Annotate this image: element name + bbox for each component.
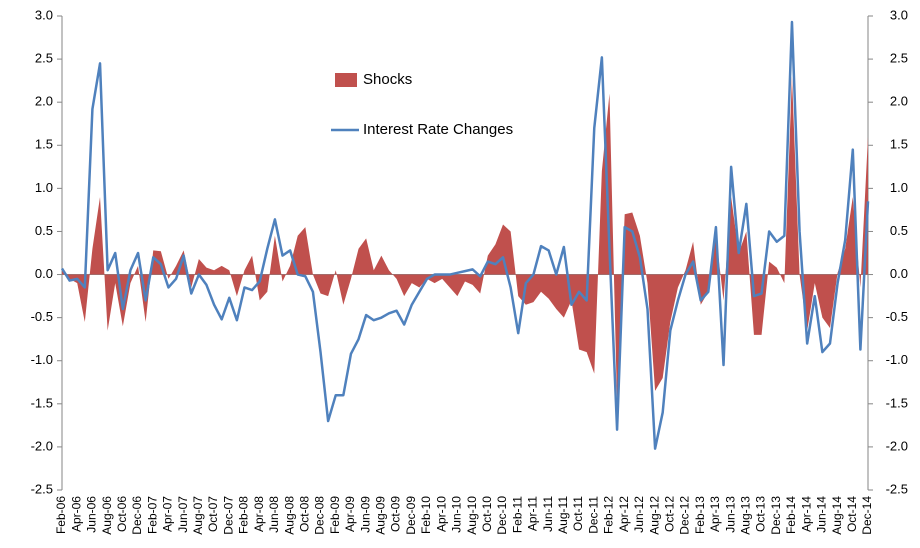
x-tick-label: Feb-10	[419, 496, 433, 534]
x-tick-label: Jun-13	[723, 496, 737, 533]
x-tick-label: Jun-07	[176, 496, 190, 533]
x-tick-label: Jun-14	[815, 496, 829, 533]
x-tick-label: Dec-11	[586, 496, 600, 534]
x-tick-label: Feb-07	[145, 496, 159, 534]
x-tick-label: Dec-14	[860, 496, 874, 535]
y2-tick-label: -1.0	[886, 352, 908, 367]
x-tick-label: Aug-11	[556, 496, 570, 534]
x-tick-label: Oct-06	[115, 496, 129, 532]
x-tick-label: Dec-08	[313, 496, 327, 535]
x-tick-label: Jun-11	[541, 496, 555, 532]
legend-label: Shocks	[363, 71, 412, 88]
x-tick-label: Aug-12	[647, 496, 661, 535]
x-tick-label: Feb-11	[510, 496, 524, 533]
x-tick-label: Dec-07	[221, 496, 235, 535]
x-tick-label: Jun-12	[632, 496, 646, 533]
x-tick-label: Aug-14	[830, 496, 844, 535]
y2-tick-label: 3.0	[890, 7, 908, 22]
y-tick-label: -2.5	[31, 481, 53, 496]
y2-tick-label: 2.0	[890, 94, 908, 109]
y-tick-label: 0.5	[35, 223, 53, 238]
x-tick-label: Oct-10	[480, 496, 494, 532]
x-tick-label: Apr-06	[69, 496, 83, 532]
x-tick-label: Apr-12	[617, 496, 631, 532]
x-tick-label: Apr-07	[161, 496, 175, 532]
x-tick-label: Feb-14	[784, 496, 798, 534]
x-tick-label: Apr-10	[434, 496, 448, 532]
rate-line	[60, 20, 870, 450]
x-tick-label: Aug-06	[100, 496, 114, 535]
x-tick-label: Aug-08	[282, 496, 296, 535]
y-tick-label: 2.0	[35, 94, 53, 109]
x-tick-label: Aug-13	[739, 496, 753, 535]
x-tick-label: Jun-08	[267, 496, 281, 533]
x-tick-label: Dec-13	[769, 496, 783, 535]
y-tick-label: 0.0	[35, 266, 53, 281]
y2-tick-label: -2.0	[886, 438, 908, 453]
y2-tick-label: 0.5	[890, 223, 908, 238]
x-tick-label: Oct-08	[297, 496, 311, 532]
x-tick-label: Aug-07	[191, 496, 205, 535]
y-tick-label: -0.5	[31, 309, 53, 324]
y-tick-label: -1.5	[31, 395, 53, 410]
x-tick-label: Oct-07	[206, 496, 220, 532]
y2-tick-label: 2.5	[890, 51, 908, 66]
x-tick-label: Feb-06	[54, 496, 68, 534]
x-tick-label: Oct-09	[389, 496, 403, 532]
x-tick-label: Jun-06	[85, 496, 99, 533]
x-tick-label: Aug-09	[374, 496, 388, 535]
x-tick-label: Aug-10	[465, 496, 479, 535]
x-tick-label: Apr-08	[252, 496, 266, 532]
y2-tick-label: 1.0	[890, 180, 908, 195]
x-tick-label: Jun-10	[450, 496, 464, 533]
x-tick-label: Feb-12	[602, 496, 616, 534]
x-tick-label: Apr-13	[708, 496, 722, 532]
legend-label: Interest Rate Changes	[363, 121, 513, 138]
x-tick-label: Oct-12	[662, 496, 676, 532]
x-tick-label: Dec-12	[678, 496, 692, 535]
x-tick-label: Jun-09	[358, 496, 372, 533]
x-tick-label: Dec-09	[404, 496, 418, 535]
x-tick-label: Feb-08	[237, 496, 251, 534]
y2-tick-label: 1.5	[890, 137, 908, 152]
x-tick-label: Feb-13	[693, 496, 707, 534]
shock-area	[62, 76, 868, 404]
y2-tick-label: -1.5	[886, 395, 908, 410]
y2-tick-label: 0.0	[890, 266, 908, 281]
y2-tick-label: -0.5	[886, 309, 908, 324]
x-tick-label: Oct-13	[754, 496, 768, 532]
x-tick-label: Oct-14	[845, 496, 859, 532]
y-tick-label: -1.0	[31, 352, 53, 367]
x-tick-label: Oct-11	[571, 496, 585, 531]
legend-swatch	[335, 73, 357, 87]
x-tick-label: Dec-06	[130, 496, 144, 535]
x-tick-label: Apr-14	[799, 496, 813, 532]
y-tick-label: -2.0	[31, 438, 53, 453]
y-tick-label: 1.5	[35, 137, 53, 152]
y2-tick-label: -2.5	[886, 481, 908, 496]
x-tick-label: Feb-09	[328, 496, 342, 534]
x-tick-label: Apr-11	[526, 496, 540, 531]
y-tick-label: 2.5	[35, 51, 53, 66]
y-tick-label: 3.0	[35, 7, 53, 22]
x-tick-label: Dec-10	[495, 496, 509, 535]
x-tick-label: Apr-09	[343, 496, 357, 532]
y-tick-label: 1.0	[35, 180, 53, 195]
